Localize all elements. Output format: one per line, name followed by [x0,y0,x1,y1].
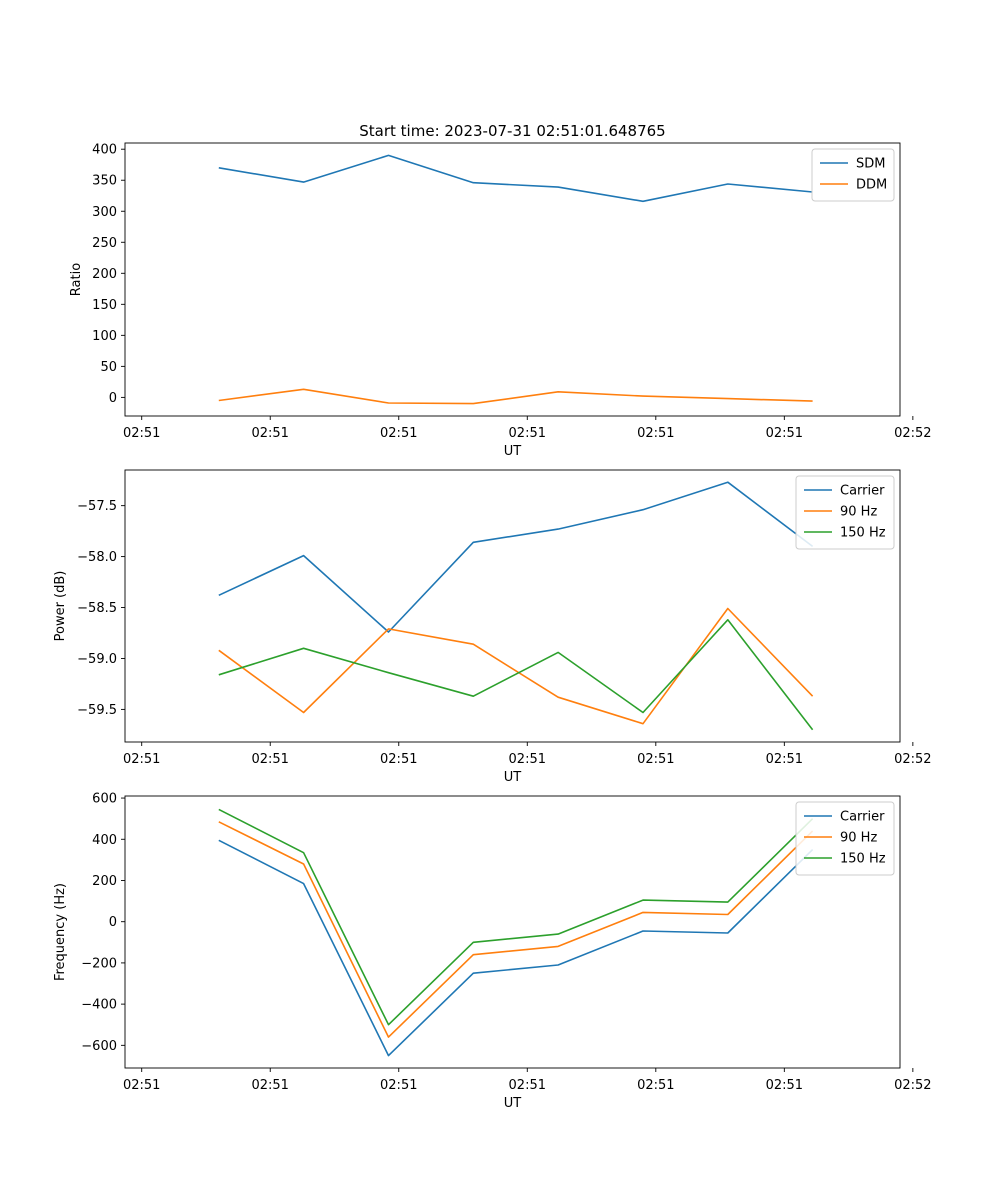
frequency-series-carrier-line [218,839,814,1057]
legend-box [811,148,895,202]
power-y-tick-label: −58.0 [77,550,117,565]
legend-box [795,475,895,550]
power-plot-frame [124,469,901,743]
power-x-axis-label: UT [504,770,522,785]
ratio-y-tick-label: 50 [100,360,117,375]
power-x-tick-label: 02:51 [123,752,160,767]
ratio-y-tick-label: 250 [92,236,117,251]
power-x-tick-label: 02:51 [509,752,546,767]
ratio-plot-frame [124,142,901,417]
frequency-y-tick-label: 400 [92,833,117,848]
legend-label: 150 Hz [840,852,886,867]
frequency-x-tick-label: 02:51 [637,1078,674,1093]
ratio-y-tick-label: 100 [92,329,117,344]
ratio-x-tick-label: 02:51 [380,426,417,441]
power-legend: Carrier 90 Hz 150 Hz [795,475,895,550]
ratio-x-tick-label: 02:52 [894,426,931,441]
power-x-tick-label: 02:51 [637,752,674,767]
legend-label: 90 Hz [840,505,877,520]
frequency-x-tick-label: 02:51 [251,1078,288,1093]
ratio-x-tick-label: 02:51 [123,426,160,441]
frequency-series-90-hz-line [218,821,814,1038]
power-series-90-hz-line [218,607,814,725]
ratio-y-tick-label: 0 [109,391,117,406]
chart-title: Start time: 2023-07-31 02:51:01.648765 [359,122,665,140]
frequency-y-tick-label: −600 [81,1039,117,1054]
frequency-y-tick-label: −400 [81,998,117,1013]
frequency-x-axis-label: UT [504,1096,522,1111]
frequency-y-tick-label: 0 [109,915,117,930]
power-x-tick-label: 02:52 [894,752,931,767]
frequency-legend: Carrier 90 Hz 150 Hz [795,801,895,876]
frequency-x-tick-label: 02:51 [509,1078,546,1093]
ratio-y-tick-label: 200 [92,267,117,282]
frequency-plot-frame [124,795,901,1069]
ratio-y-tick-label: 400 [92,143,117,158]
power-y-tick-label: −57.5 [77,499,117,514]
ratio-panel: Start time: 2023-07-31 02:51:01.64876502… [69,122,932,459]
ratio-x-tick-label: 02:51 [251,426,288,441]
frequency-x-tick-label: 02:51 [123,1078,160,1093]
frequency-y-tick-label: 200 [92,874,117,889]
frequency-y-tick-label: 600 [92,792,117,807]
ratio-x-tick-label: 02:51 [766,426,803,441]
legend-label: 90 Hz [840,831,877,846]
power-series-carrier-line [218,481,814,633]
power-y-axis-label: Power (dB) [53,571,68,642]
ratio-y-tick-label: 150 [92,298,117,313]
ratio-y-axis-label: Ratio [69,263,84,296]
frequency-panel: 02:51 02:51 02:51 02:51 02:51 02:51 02:52 −600 −… [53,792,932,1111]
power-x-tick-label: 02:51 [251,752,288,767]
frequency-x-tick-label: 02:51 [380,1078,417,1093]
legend-label: DDM [856,178,887,193]
ratio-series-sdm-line [218,154,813,203]
ratio-y-tick-label: 300 [92,205,117,220]
ratio-y-tick-label: 350 [92,174,117,189]
frequency-x-tick-label: 02:51 [766,1078,803,1093]
power-y-tick-label: −59.0 [77,652,117,667]
power-x-tick-label: 02:51 [380,752,417,767]
frequency-y-tick-label: −200 [81,956,117,971]
legend-label: 150 Hz [840,526,886,541]
ratio-x-tick-label: 02:51 [509,426,546,441]
frequency-series-150-hz-line [218,808,814,1026]
power-series-150-hz-line [218,618,814,731]
ratio-legend: SDM DDM [811,148,895,202]
ratio-x-tick-label: 02:51 [637,426,674,441]
legend-label: Carrier [840,484,885,499]
power-y-tick-label: −58.5 [77,601,117,616]
legend-label: Carrier [840,810,885,825]
legend-label: SDM [856,157,885,172]
ratio-series-ddm-line [218,388,813,405]
power-panel: 02:51 02:51 02:51 02:51 02:51 02:51 02:52 −59.5… [53,469,932,785]
power-y-tick-label: −59.5 [77,703,117,718]
frequency-y-axis-label: Frequency (Hz) [53,883,68,981]
legend-box [795,801,895,876]
power-x-tick-label: 02:51 [766,752,803,767]
frequency-x-tick-label: 02:52 [894,1078,931,1093]
ratio-x-axis-label: UT [504,444,522,459]
